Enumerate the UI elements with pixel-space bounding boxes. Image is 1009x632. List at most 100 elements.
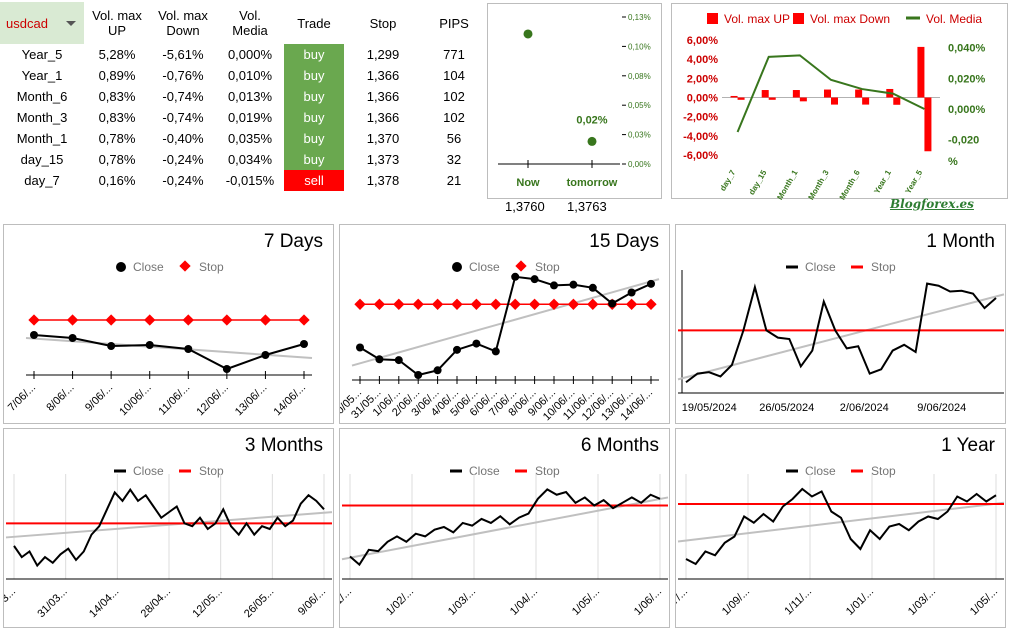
bar-down <box>893 97 901 105</box>
legend-label: Close <box>133 464 164 478</box>
trend-line <box>677 501 1005 543</box>
chevron-down-icon[interactable] <box>66 21 76 26</box>
legend-label: Stop <box>871 464 896 478</box>
bar-up <box>730 95 738 98</box>
legend-label: Stop <box>535 464 560 478</box>
vol-media-cell: 0,000% <box>227 47 273 62</box>
legend: Vol. max UP Vol. max Down Vol. Media <box>707 12 982 26</box>
close-point <box>472 339 481 348</box>
y-tick-label: 0,00% <box>628 160 651 169</box>
chart-7-days: Close Stop 7/06/... 8/06/... 9/06/... 10/06/.… <box>3 224 334 424</box>
now-price: 1,3760 <box>505 199 545 214</box>
bar-down <box>924 97 932 152</box>
vol-down-cell: -5,61% <box>162 47 204 62</box>
x-tick-label: tomorrow <box>567 177 618 189</box>
credit-link[interactable]: Blogforex.es <box>890 197 974 211</box>
table-row: Month_1 0,78% -0,40% 0,035% buy 1,370 56 <box>0 128 486 149</box>
chart-title: 3 Months <box>244 435 323 456</box>
x-tick-label: 14/06/... <box>272 382 309 419</box>
table-row: Year_1 0,89% -0,76% 0,010% buy 1,366 104 <box>0 65 486 86</box>
legend-label: Close <box>469 260 500 274</box>
y-tick-label: -6,00% <box>683 150 718 162</box>
stop-marker <box>298 314 310 326</box>
chart-1-year: Close Stop 1/07/... 1/09/... 1/11/... 1/01/..… <box>675 428 1006 628</box>
close-point <box>569 280 578 289</box>
x-tick-label: 13/06/... <box>233 382 270 419</box>
trade-cell: buy <box>284 149 344 170</box>
trade-cell: buy <box>284 65 344 86</box>
x-tick-label: Month_6 <box>838 168 863 200</box>
bar-down <box>831 97 838 105</box>
stop-cell: 1,366 <box>366 110 400 125</box>
volatility-svg: Vol. max UP Vol. max Down Vol. Media 6,00% 4… <box>683 12 986 200</box>
trade-cell: buy <box>284 128 344 149</box>
close-point <box>414 371 423 379</box>
stop-cell: 1,366 <box>366 68 400 83</box>
row-label: day_15 <box>20 152 64 167</box>
x-tick-label: Year_1 <box>872 168 893 195</box>
vol-up-cell: 0,16% <box>98 173 136 188</box>
stop-marker <box>625 298 638 310</box>
col-vol-max-down: Vol. max Down <box>150 2 216 44</box>
bar-up <box>792 90 800 98</box>
vol-media-cell: 0,034% <box>227 152 273 167</box>
vol-up-cell: 5,28% <box>98 47 136 62</box>
col-pips: PIPS <box>422 2 486 44</box>
stop-marker <box>490 298 502 310</box>
trend-line <box>677 293 1005 381</box>
chart-1-month-svg: Close Stop 19/05/2024 26/05/2024 2/06/2024 9/… <box>677 260 1005 414</box>
y2-tick-label: 0,040% <box>948 43 986 55</box>
row-label: day_7 <box>24 173 60 188</box>
close-point <box>145 341 154 349</box>
stop-marker <box>412 298 424 310</box>
legend: Close Stop <box>786 464 896 478</box>
x-tick-label: 19/05/2024 <box>682 402 737 414</box>
close-point <box>647 279 655 288</box>
table-row: Year_5 5,28% -5,61% 0,000% buy 1,299 771 <box>0 44 486 65</box>
legend: Close Stop <box>114 464 224 478</box>
stop-marker <box>528 298 541 310</box>
stop-marker <box>182 314 194 326</box>
legend-swatch-close <box>116 262 126 272</box>
close-point <box>550 281 558 290</box>
close-line <box>13 487 325 568</box>
vol-down-cell: -0,74% <box>162 89 204 104</box>
table-row: day_15 0,78% -0,24% 0,034% buy 1,373 32 <box>0 149 486 170</box>
close-point <box>300 340 308 348</box>
x-tick-label: 1/06/... <box>632 586 664 618</box>
bar-up <box>917 46 925 98</box>
col-label: Vol. max <box>158 8 208 23</box>
x-tick-label: 1/05/... <box>570 586 602 618</box>
close-point <box>491 347 500 356</box>
pips-cell: 102 <box>443 110 465 125</box>
vol-down-cell: -0,24% <box>162 173 204 188</box>
vol-up-cell: 0,78% <box>98 131 136 146</box>
x-tick-label: 12/05... <box>190 586 224 620</box>
legend: Close Stop <box>452 260 560 274</box>
x-tick-label: day_15 <box>747 168 769 196</box>
stop-marker <box>393 298 405 310</box>
y2-tick-label: 0,020% <box>948 73 986 85</box>
col-label: Vol. <box>239 8 261 23</box>
col-label: Vol. max <box>92 8 142 23</box>
chart-1-month: Close Stop 19/05/2024 26/05/2024 2/06/2024 9/… <box>675 224 1006 424</box>
x-tick-label: day_7 <box>718 168 737 193</box>
legend-label: Stop <box>871 260 896 274</box>
bar-down <box>768 97 776 100</box>
x-tick-label: 9/06/... <box>83 382 115 414</box>
chart-3-months: Close Stop 17/03... 31/03... 14/04... 28/04..… <box>3 428 334 628</box>
legend-label: Stop <box>535 260 560 274</box>
close-point <box>356 343 364 352</box>
ticker-dropdown[interactable]: usdcad <box>0 2 84 44</box>
volatility-chart: Vol. max UP Vol. max Down Vol. Media 6,00% 4… <box>671 3 1008 200</box>
forecast-point <box>587 136 597 146</box>
pips-cell: 102 <box>443 89 465 104</box>
legend-label: Stop <box>199 464 224 478</box>
close-point <box>184 345 193 353</box>
vol-media-line <box>736 54 925 133</box>
x-tick-label: 1/03/... <box>446 586 478 618</box>
row-label: Month_6 <box>16 89 68 104</box>
stop-marker <box>645 298 657 310</box>
x-tick-label: 2/06/2024 <box>840 402 889 414</box>
x-tick-label: 1/04/... <box>508 586 540 618</box>
